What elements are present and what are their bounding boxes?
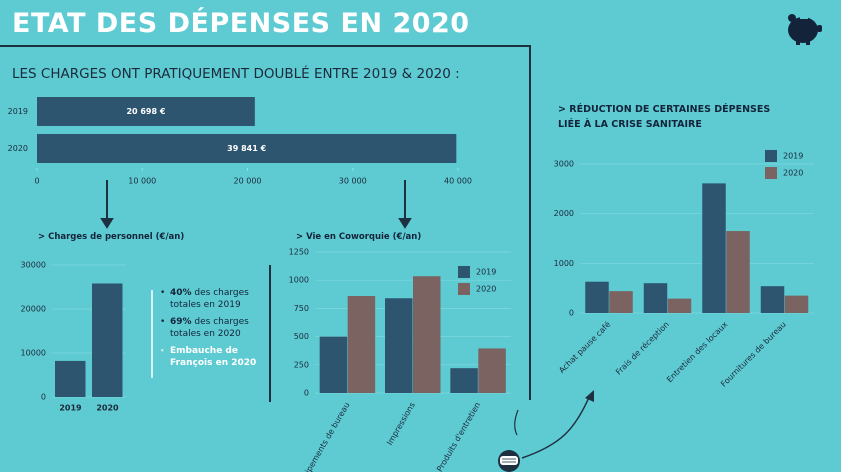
bar	[760, 286, 785, 313]
bar	[585, 281, 609, 313]
y-tick-label: 1000	[554, 259, 574, 268]
legend-label: 2020	[476, 285, 496, 294]
x-tick-label: 2020	[96, 404, 119, 413]
x-tick-label: 0	[34, 177, 39, 186]
x-tick-label: Produits d'entretien	[435, 401, 482, 472]
bar	[37, 134, 457, 163]
chart-title: LES CHARGES ONT PRATIQUEMENT DOUBLÉ ENTR…	[12, 66, 460, 82]
x-tick-label: Equipements de bureau	[296, 401, 352, 472]
chart-title: > Charges de personnel (€/an)	[38, 232, 185, 242]
piggy-icon	[788, 14, 822, 45]
bar	[784, 295, 809, 313]
bar	[385, 298, 413, 393]
chart-title: > Vie en Coworquie (€/an)	[296, 232, 422, 242]
bar	[667, 298, 692, 313]
legend-swatch	[458, 283, 470, 295]
legend-label: 2019	[476, 268, 496, 277]
bar	[347, 295, 376, 393]
frame	[0, 45, 531, 400]
bar	[450, 368, 478, 393]
y-tick-label: 2019	[8, 107, 28, 116]
x-tick-label: 10 000	[128, 177, 156, 186]
curved-arrow	[521, 394, 591, 459]
legend-swatch	[765, 167, 777, 179]
legend-label: 2019	[783, 152, 803, 161]
note-text: Embauche de François en 2020	[170, 346, 257, 368]
bar	[37, 97, 255, 126]
bar	[609, 291, 633, 313]
value-label: 20 698 €	[126, 107, 165, 116]
bar	[92, 283, 123, 397]
y-tick-label: 250	[294, 360, 309, 369]
x-tick-label: Fournitures de bureau	[719, 320, 788, 389]
x-tick-label: 20 000	[234, 177, 262, 186]
y-tick-label: 1000	[289, 276, 309, 285]
note: Embauche de François en 2020	[160, 346, 265, 369]
x-tick-label: 40 000	[444, 177, 472, 186]
x-tick-label: Frais de réception	[613, 319, 671, 377]
note-highlight: 69%	[170, 317, 192, 327]
y-tick-label: 0	[304, 389, 309, 398]
y-tick-label: 0	[41, 393, 46, 402]
y-tick-label: 2000	[554, 209, 574, 218]
note-highlight: 40%	[170, 288, 192, 298]
page-title: ETAT DES DÉPENSES EN 2020	[12, 8, 470, 39]
note: 40% des charges totales en 2019	[160, 288, 265, 311]
bar	[478, 348, 506, 393]
x-tick-label: Impressions	[385, 401, 417, 447]
legend-swatch	[765, 150, 777, 162]
y-tick-label: 1250	[289, 248, 309, 257]
note-text: des charges totales en 2019	[170, 288, 249, 310]
bar	[413, 276, 441, 393]
notes: 40% des charges totales en 2019 69% des …	[160, 288, 265, 375]
bar	[702, 183, 726, 313]
bar	[726, 231, 750, 313]
value-label: 39 841 €	[227, 144, 266, 153]
y-tick-label: 750	[294, 304, 309, 313]
curved-arrow	[514, 409, 519, 436]
legend-swatch	[458, 266, 470, 278]
y-tick-label: 500	[294, 332, 309, 341]
note-text: des charges totales en 2020	[170, 317, 249, 339]
note: 69% des charges totales en 2020	[160, 317, 265, 340]
x-tick-label: 2019	[59, 404, 82, 413]
x-tick-label: Achat pause café	[556, 319, 612, 375]
chart-title: > RÉDUCTION DE CERTAINES DÉPENSES LIÉE À…	[558, 104, 771, 130]
y-tick-label: 3000	[554, 160, 574, 169]
y-tick-label: 10000	[21, 349, 46, 358]
y-tick-label: 30000	[21, 261, 46, 270]
bar	[319, 336, 348, 393]
bar	[643, 283, 668, 313]
arrows	[100, 180, 412, 229]
arrow-head	[585, 390, 594, 402]
y-tick-label: 2020	[8, 144, 28, 153]
legend-label: 2020	[783, 169, 803, 178]
mask-icon	[498, 450, 520, 472]
bar	[55, 360, 86, 397]
x-tick-label: 30 000	[339, 177, 367, 186]
y-tick-label: 20000	[21, 305, 46, 314]
x-tick-label: Entretien des locaux	[665, 320, 730, 385]
y-tick-label: 0	[569, 309, 574, 318]
